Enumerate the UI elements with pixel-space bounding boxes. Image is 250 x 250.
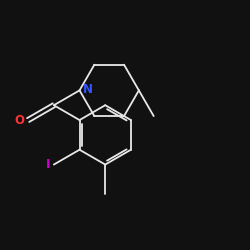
Text: O: O bbox=[14, 114, 24, 126]
Text: I: I bbox=[46, 158, 50, 171]
Text: N: N bbox=[82, 83, 92, 96]
